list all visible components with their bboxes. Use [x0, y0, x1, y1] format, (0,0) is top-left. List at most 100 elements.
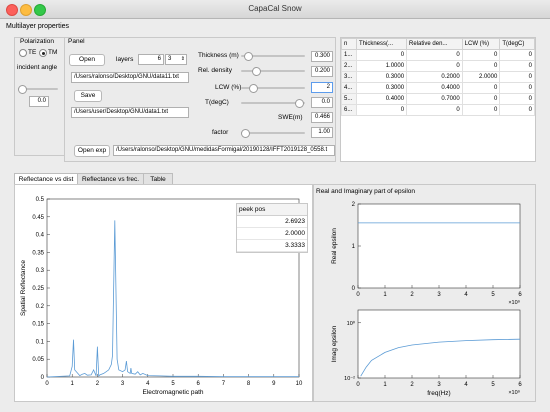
layers-col-header[interactable]: n	[341, 38, 357, 50]
real-epsilon-x-tick-label: 0	[356, 292, 360, 298]
table-cell[interactable]: 0	[461, 82, 501, 94]
swe-value: 0.466	[311, 112, 333, 123]
factor-knob[interactable]	[241, 129, 250, 138]
table-cell[interactable]: 0	[406, 49, 463, 61]
lcw-slider[interactable]	[241, 84, 305, 93]
y-axis-label: Spatial Reflectance	[20, 260, 27, 316]
reflectance-series-line	[46, 220, 299, 378]
thickness-input[interactable]: 0.300	[311, 51, 333, 62]
save-file-path[interactable]: /Users/user/Desktop/GNU/data1.txt	[71, 107, 189, 118]
swe-label: SWE(m)	[278, 114, 303, 121]
table-cell[interactable]: 0.4000	[406, 82, 463, 94]
reflectance-plot-panel: 0 1 2 3 4 5 6 7 8 9 10 0 0.05 0.1 0.15 0.2 0.25 0.3 0.35 0.…	[14, 184, 313, 402]
te-radio[interactable]	[19, 49, 27, 57]
layers-table-header: n Thickness(... Relative den... LCW (%) T(de…	[341, 38, 535, 50]
table-row[interactable]: 2... 1.0000 0 0 0	[341, 60, 535, 72]
close-window-button[interactable]	[6, 4, 18, 16]
table-row[interactable]: 1... 0 0 0 0	[341, 49, 535, 61]
incident-angle-input[interactable]: 0.0	[29, 96, 49, 107]
imag-epsilon-x-tick-label: 6	[518, 382, 522, 388]
tm-radio[interactable]	[39, 49, 47, 57]
table-cell[interactable]: 2.0000	[461, 71, 501, 83]
temperature-knob[interactable]	[295, 99, 305, 108]
table-cell[interactable]: 0.7000	[406, 93, 463, 105]
temperature-label: T(degC)	[205, 99, 229, 106]
peek-value: 3.3333	[237, 240, 307, 252]
save-button[interactable]: Save	[74, 90, 102, 102]
table-row[interactable]: 4... 0.3000 0.4000 0 0	[341, 82, 535, 94]
tab-table[interactable]: Table	[143, 173, 173, 185]
table-cell[interactable]: 0	[499, 49, 535, 61]
temperature-input[interactable]: 0.0	[311, 97, 333, 108]
zoom-window-button[interactable]	[34, 4, 46, 16]
table-cell[interactable]: 5...	[341, 93, 357, 105]
peek-value: 2.6923	[237, 216, 307, 228]
table-cell[interactable]: 1.0000	[355, 60, 408, 72]
peek-table-header: peek pos	[237, 204, 307, 216]
open-exp-button[interactable]: Open exp	[74, 145, 110, 157]
x-tick-label: 8	[247, 381, 251, 387]
table-cell[interactable]: 0	[355, 49, 408, 61]
panel-group	[64, 37, 336, 162]
temperature-slider[interactable]	[241, 99, 305, 108]
factor-input[interactable]: 1.00	[311, 127, 333, 138]
table-row[interactable]: 5... 0.4000 0.7000 0 0	[341, 93, 535, 105]
table-row[interactable]: 6... 0 0 0 0	[341, 104, 535, 116]
table-cell[interactable]: 0	[355, 104, 408, 116]
minimize-window-button[interactable]	[20, 4, 32, 16]
layers-col-header[interactable]: LCW (%)	[461, 38, 501, 50]
thickness-knob[interactable]	[243, 52, 253, 61]
table-cell[interactable]: 1...	[341, 49, 357, 61]
data-file-path[interactable]: /Users/ralonso/Desktop/GNU/data11.txt	[71, 72, 189, 83]
table-cell[interactable]: 0.2000	[406, 71, 463, 83]
y-tick-label: 0.45	[32, 215, 44, 221]
layers-input[interactable]: 6	[138, 54, 164, 65]
table-cell[interactable]: 3...	[341, 71, 357, 83]
imag-epsilon-y-tick-label: 10⁰	[347, 320, 356, 327]
density-knob[interactable]	[252, 67, 262, 76]
density-input[interactable]: 0.200	[311, 66, 333, 77]
thickness-label: Thickness (m)	[198, 52, 239, 59]
layer-select[interactable]: 3 ⇕	[165, 54, 187, 65]
imag-epsilon-series-line	[360, 338, 521, 377]
layers-col-header[interactable]: Relative den...	[406, 38, 463, 50]
incident-angle-knob[interactable]	[18, 85, 27, 94]
real-epsilon-x-tick-label: 2	[410, 292, 414, 298]
table-cell[interactable]: 0	[461, 49, 501, 61]
table-cell[interactable]: 2...	[341, 60, 357, 72]
open-button[interactable]: Open	[69, 54, 105, 66]
exp-file-path[interactable]: /Users/ralonso/Desktop/GNU/medidasFormig…	[113, 145, 335, 156]
table-row[interactable]: 3... 0.3000 0.2000 2.0000 0	[341, 71, 535, 83]
x-tick-label: 0	[45, 381, 49, 387]
y-tick-label: 0.35	[32, 250, 44, 256]
table-cell[interactable]: 0	[461, 93, 501, 105]
table-cell[interactable]: 0.4000	[355, 93, 408, 105]
table-cell[interactable]: 0	[461, 104, 501, 116]
table-cell[interactable]: 0.3000	[355, 82, 408, 94]
density-slider[interactable]	[241, 67, 305, 76]
layer-select-value: 3	[168, 56, 172, 62]
table-cell[interactable]: 0	[406, 104, 463, 116]
table-cell[interactable]: 0	[499, 104, 535, 116]
multilayer-properties-label: Multilayer properties	[6, 23, 70, 30]
incident-angle-slider[interactable]	[18, 85, 58, 94]
table-cell[interactable]: 0	[499, 93, 535, 105]
thickness-slider[interactable]	[241, 52, 305, 61]
x-tick-label: 5	[171, 381, 175, 387]
imag-epsilon-x-tick-label: 0	[356, 382, 360, 388]
imag-epsilon-y-tick-label: 10⁻²	[344, 376, 355, 382]
layers-col-header[interactable]: T(degC)	[499, 38, 535, 50]
table-cell[interactable]: 0	[499, 71, 535, 83]
table-cell[interactable]: 0	[499, 60, 535, 72]
lcw-input[interactable]: 2	[311, 82, 333, 93]
table-cell[interactable]: 4...	[341, 82, 357, 94]
lcw-knob[interactable]	[249, 84, 259, 93]
table-cell[interactable]: 0	[406, 60, 463, 72]
table-cell[interactable]: 0	[461, 60, 501, 72]
table-cell[interactable]: 0.3000	[355, 71, 408, 83]
layers-col-header[interactable]: Thickness(...	[355, 38, 408, 50]
table-cell[interactable]: 0	[499, 82, 535, 94]
table-cell[interactable]: 6...	[341, 104, 357, 116]
factor-slider[interactable]	[241, 129, 305, 138]
